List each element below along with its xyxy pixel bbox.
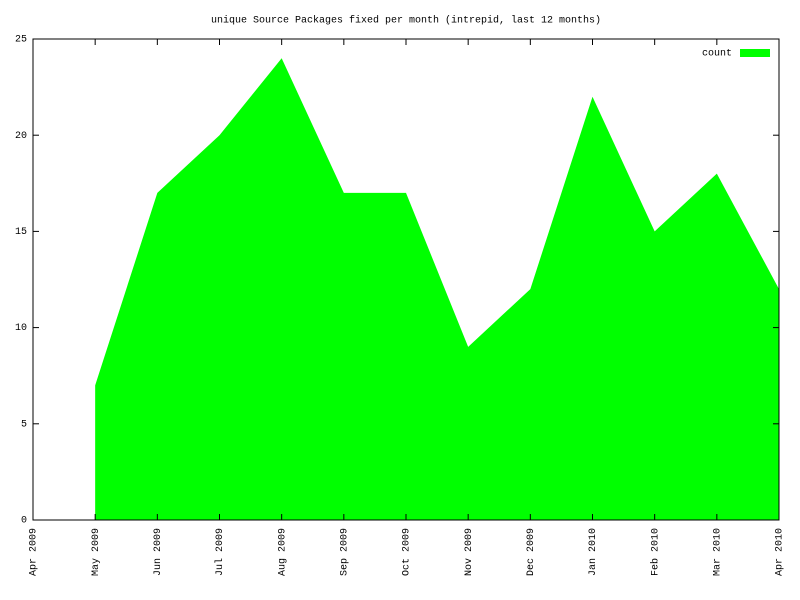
y-tick-label: 25 xyxy=(15,35,27,46)
legend-swatch xyxy=(740,49,770,57)
chart-title: unique Source Packages fixed per month (… xyxy=(211,15,601,27)
x-tick-label: May 2009 xyxy=(91,528,102,576)
x-tick-label: Apr 2009 xyxy=(29,528,40,576)
y-tick-label: 15 xyxy=(15,227,27,238)
area xyxy=(95,58,779,521)
x-tick-label: Jan 2010 xyxy=(588,528,599,576)
x-tick-label: Dec 2009 xyxy=(526,528,537,576)
y-tick-label: 5 xyxy=(21,419,27,430)
x-tick-label: Jun 2009 xyxy=(153,528,164,576)
x-tick-label: Feb 2010 xyxy=(649,528,661,576)
y-tick-label: 0 xyxy=(21,516,27,527)
x-tick-label: Apr 2010 xyxy=(775,528,786,576)
x-tick-label: Oct 2009 xyxy=(402,528,413,576)
x-tick-label: Mar 2010 xyxy=(712,528,723,576)
x-tick-label: Nov 2009 xyxy=(464,528,475,576)
legend-label: count xyxy=(702,49,732,60)
x-tick-label: Aug 2009 xyxy=(277,528,288,576)
x-tick-label: Sep 2009 xyxy=(339,528,350,576)
x-tick-label: Jul 2009 xyxy=(214,528,226,576)
y-tick-label: 10 xyxy=(15,323,27,334)
y-tick-label: 20 xyxy=(15,131,27,142)
